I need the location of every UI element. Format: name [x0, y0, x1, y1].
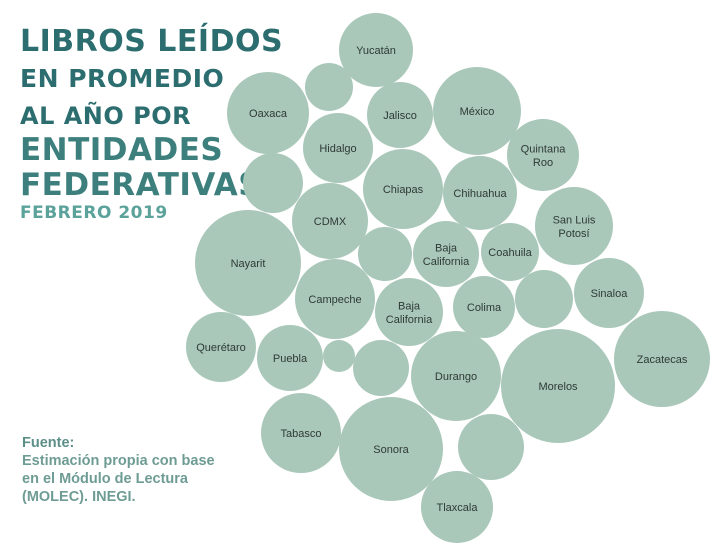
bubble — [507, 119, 579, 191]
bubble — [421, 471, 493, 543]
bubble — [295, 259, 375, 339]
bubble-label: Campeche — [308, 294, 361, 306]
bubble — [515, 270, 573, 328]
source-line: Estimación propia con base — [22, 453, 215, 469]
bubble — [614, 311, 710, 407]
title-line-1: LIBROS LEÍDOS — [20, 24, 284, 59]
bubble-label: Sonora — [373, 444, 409, 456]
source-line: Fuente: — [22, 435, 75, 451]
bubble-label: Chihuahua — [453, 188, 507, 200]
bubble — [367, 82, 433, 148]
bubble — [535, 187, 613, 265]
bubble-label: Tabasco — [281, 428, 322, 440]
bubble-label: Hidalgo — [319, 143, 356, 155]
source-line: en el Módulo de Lectura — [22, 471, 188, 487]
bubble — [323, 340, 355, 372]
title-line-3: AL AÑO POR — [20, 102, 192, 130]
bubble-label: Chiapas — [383, 184, 424, 196]
bubble — [195, 210, 301, 316]
bubble-label: San Luis Potosí — [553, 214, 596, 240]
bubble — [186, 312, 256, 382]
bubble-label: Yucatán — [356, 45, 396, 57]
bubble — [261, 393, 341, 473]
bubble-label: Tlaxcala — [437, 502, 479, 514]
bubble-label: Sinaloa — [591, 288, 629, 300]
bubble-label: Oaxaca — [249, 108, 288, 120]
bubble-label: Baja California — [386, 300, 433, 326]
date-subtitle: FEBRERO 2019 — [20, 203, 168, 223]
bubble-label: Morelos — [538, 381, 578, 393]
bubble — [358, 227, 412, 281]
bubble-label: México — [460, 106, 495, 118]
bubble — [363, 149, 443, 229]
source-line: (MOLEC). INEGI. — [22, 489, 136, 505]
bubble — [227, 72, 309, 154]
bubble — [433, 67, 521, 155]
bubble — [243, 153, 303, 213]
bubble — [481, 223, 539, 281]
source-note: Fuente: Estimación propia con base en el… — [22, 434, 242, 506]
bubble — [339, 13, 413, 87]
bubble-label: Zacatecas — [637, 354, 688, 366]
bubble — [305, 63, 353, 111]
bubble-label: Durango — [435, 371, 477, 383]
bubble — [453, 276, 515, 338]
bubble — [339, 397, 443, 501]
bubble — [353, 340, 409, 396]
bubble — [292, 183, 368, 259]
bubble-label: Quintana Roo — [521, 143, 567, 169]
title-line-4: ENTIDADES — [20, 132, 224, 168]
bubble — [574, 258, 644, 328]
bubble-label: Querétaro — [196, 342, 246, 354]
bubble-label: Nayarit — [231, 258, 266, 270]
bubble-label: Baja California — [423, 242, 470, 268]
bubble — [443, 156, 517, 230]
bubble-label: Coahuila — [488, 247, 532, 259]
bubble-label: CDMX — [314, 216, 347, 228]
bubble — [413, 221, 479, 287]
bubble — [411, 331, 501, 421]
title-line-2: EN PROMEDIO — [20, 64, 225, 93]
bubble — [375, 278, 443, 346]
bubble-label: Puebla — [273, 353, 308, 365]
bubble — [458, 414, 524, 480]
bubble-label: Jalisco — [383, 110, 417, 122]
bubble — [303, 113, 373, 183]
bubble — [257, 325, 323, 391]
bubble-label: Colima — [467, 302, 502, 314]
bubble — [501, 329, 615, 443]
title-line-5: FEDERATIVAS — [20, 167, 262, 203]
